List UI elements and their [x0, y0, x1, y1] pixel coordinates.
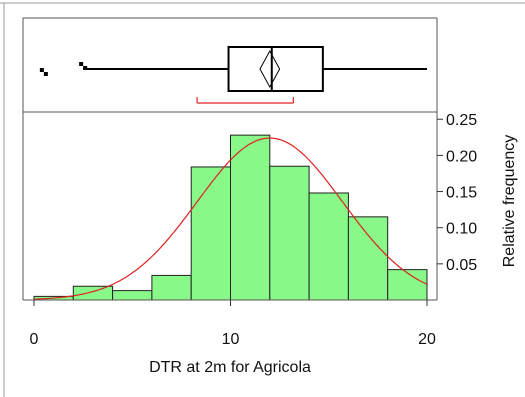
y-tick-label-0: 0.05: [446, 257, 477, 274]
y-axis-title: Relative frequency: [501, 135, 518, 268]
histogram-bars: [33, 134, 428, 301]
histogram-bar-8: [347, 216, 389, 301]
y-tick-label-4: 0.25: [446, 112, 477, 129]
histogram-bar-3: [151, 274, 192, 301]
box-plot: [39, 46, 427, 104]
y-tick-label-3: 0.20: [446, 148, 477, 165]
box-outlier-pair-0: [43, 72, 48, 76]
histogram-bar-7: [308, 192, 349, 301]
box-mean-diamond: [259, 49, 281, 89]
y-tick-label-1: 0.10: [446, 221, 477, 238]
histogram-bar-6: [269, 165, 310, 301]
histogram-bar-9: [387, 269, 428, 301]
y-axis-ticks: 0.05 0.10 0.15 0.20 0.25: [437, 112, 477, 274]
y-tick-label-2: 0.15: [446, 185, 477, 202]
histogram-panel: 0 10 20 0.05 0.10 0.15 0.20 0.25 DTR at 2m for…: [22, 111, 518, 376]
histogram-bar-4: [190, 166, 231, 301]
x-axis-ticks: 0 10 20: [30, 300, 436, 348]
histogram-bar-5: [230, 134, 271, 301]
normal-density-curve: [33, 137, 428, 300]
box-plot-panel: [22, 17, 438, 113]
x-axis-title: DTR at 2m for Agricola: [149, 359, 311, 376]
box-iqr: [227, 46, 324, 92]
histogram-bar-2: [112, 290, 153, 301]
box-outlier-0: [39, 68, 44, 72]
histogram-bar-1: [72, 285, 114, 301]
x-tick-label-1: 10: [222, 331, 240, 348]
x-tick-label-0: 0: [30, 331, 39, 348]
x-tick-label-2: 20: [418, 331, 436, 348]
box-outlier-pair-1: [83, 66, 88, 70]
box-outlier-1: [79, 62, 84, 66]
